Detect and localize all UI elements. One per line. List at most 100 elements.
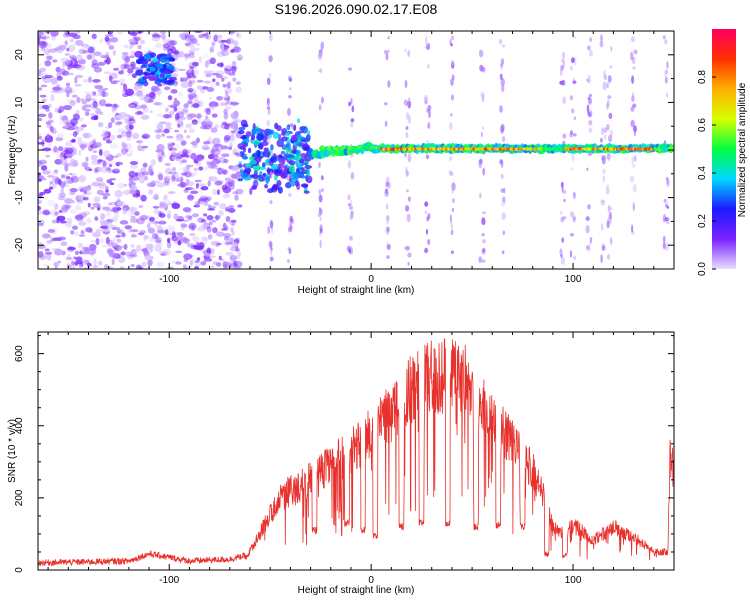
- heatmap-cell: [216, 62, 224, 67]
- heatmap-cell: [285, 147, 289, 155]
- heatmap-cell: [384, 190, 389, 197]
- heatmap-cell: [194, 69, 199, 75]
- heatmap-cell: [481, 249, 486, 255]
- heatmap-cell: [66, 217, 73, 224]
- heatmap-cell: [38, 117, 43, 122]
- heatmap-cell: [48, 119, 54, 124]
- heatmap-cell: [147, 227, 156, 234]
- heatmap-cell: [75, 136, 83, 140]
- heatmap-cell: [58, 87, 64, 92]
- heatmap-cell: [43, 31, 52, 34]
- heatmap-cell: [427, 238, 431, 246]
- heatmap-cell: [348, 203, 351, 207]
- heatmap-cell: [215, 81, 220, 86]
- heatmap-cell: [130, 61, 136, 65]
- heatmap-cell: [151, 232, 159, 240]
- heatmap-cell: [41, 98, 47, 103]
- heatmap-cell: [124, 56, 131, 63]
- heatmap-cell: [479, 192, 482, 199]
- heatmap-cell: [94, 216, 99, 221]
- heatmap-cell: [172, 144, 182, 150]
- heatmap-cell: [450, 94, 455, 101]
- heatmap-cell: [74, 261, 79, 266]
- heatmap-cell: [81, 100, 87, 105]
- heatmap-cell: [55, 90, 64, 94]
- heatmap-cell: [307, 130, 311, 135]
- heatmap-cell: [143, 235, 150, 240]
- heatmap-cell: [103, 229, 110, 233]
- heatmap-cell: [188, 36, 196, 41]
- heatmap-cell: [145, 53, 151, 61]
- heatmap-cell: [177, 119, 183, 125]
- heatmap-cell: [39, 71, 47, 79]
- heatmap-cell: [481, 232, 485, 237]
- heatmap-cell: [130, 164, 139, 169]
- heatmap-cell: [607, 253, 610, 260]
- heatmap-cell: [129, 189, 137, 195]
- heatmap-cell: [318, 68, 323, 73]
- heatmap-cell: [91, 33, 97, 40]
- heatmap-cell: [221, 258, 225, 262]
- heatmap-cell: [96, 179, 104, 183]
- heatmap-cell: [82, 196, 89, 201]
- heatmap-cell: [482, 238, 486, 244]
- heatmap-cell: [183, 236, 187, 240]
- heatmap-cell: [600, 222, 604, 232]
- heatmap-cell: [184, 154, 191, 159]
- heatmap-cell: [38, 219, 45, 225]
- heatmap-cell: [105, 57, 111, 65]
- heatmap-cell: [501, 212, 506, 221]
- heatmap-cell: [296, 154, 302, 161]
- heatmap-cell: [588, 50, 593, 57]
- heatmap-cell: [289, 175, 292, 183]
- colorbar-tick-label: 0.4: [697, 166, 708, 180]
- heatmap-cell: [405, 112, 410, 120]
- heatmap-cell: [54, 211, 59, 216]
- heatmap-cell: [482, 167, 486, 176]
- heatmap-cell: [97, 159, 102, 165]
- heatmap-cell: [115, 161, 124, 166]
- heatmap-cell: [174, 129, 180, 133]
- heatmap-cell: [573, 35, 577, 40]
- heatmap-cell: [407, 261, 410, 266]
- heatmap-cell: [230, 219, 237, 223]
- heatmap-cell: [48, 103, 52, 108]
- heatmap-cell: [230, 172, 236, 179]
- x-tick-label: 100: [565, 575, 582, 586]
- heatmap-cell: [65, 121, 70, 125]
- heatmap-cell: [425, 154, 430, 160]
- heatmap-cell: [209, 57, 216, 65]
- heatmap-cell: [41, 177, 47, 181]
- heatmap-cell: [72, 113, 80, 121]
- heatmap-cell: [112, 67, 120, 71]
- heatmap-cell: [90, 239, 97, 243]
- heatmap-cell: [347, 194, 351, 201]
- heatmap-cell: [38, 35, 43, 40]
- heatmap-cell: [226, 178, 233, 183]
- heatmap-cell: [240, 119, 248, 128]
- x-tick-label: 0: [368, 274, 374, 285]
- heatmap-cell: [183, 188, 189, 193]
- heatmap-cell: [385, 52, 389, 61]
- heatmap-cell: [231, 102, 240, 105]
- heatmap-cell: [149, 245, 153, 253]
- heatmap-cell: [103, 150, 111, 158]
- heatmap-cell: [287, 142, 291, 150]
- heatmap-cell: [238, 163, 243, 168]
- heatmap-cell: [64, 141, 73, 147]
- heatmap-cell: [218, 210, 224, 216]
- heatmap-cell: [168, 171, 177, 175]
- heatmap-cell: [224, 87, 233, 95]
- heatmap-cell: [500, 77, 505, 87]
- heatmap-cell: [157, 211, 164, 215]
- heatmap-cell: [69, 209, 77, 214]
- heatmap-cell: [68, 264, 76, 269]
- heatmap-cell: [233, 242, 238, 248]
- heatmap-cell: [53, 261, 60, 267]
- heatmap-cell: [175, 218, 185, 222]
- heatmap-cell: [606, 184, 609, 190]
- heatmap-cell: [116, 121, 123, 125]
- heatmap-cell: [561, 51, 566, 60]
- heatmap-cell: [198, 166, 204, 171]
